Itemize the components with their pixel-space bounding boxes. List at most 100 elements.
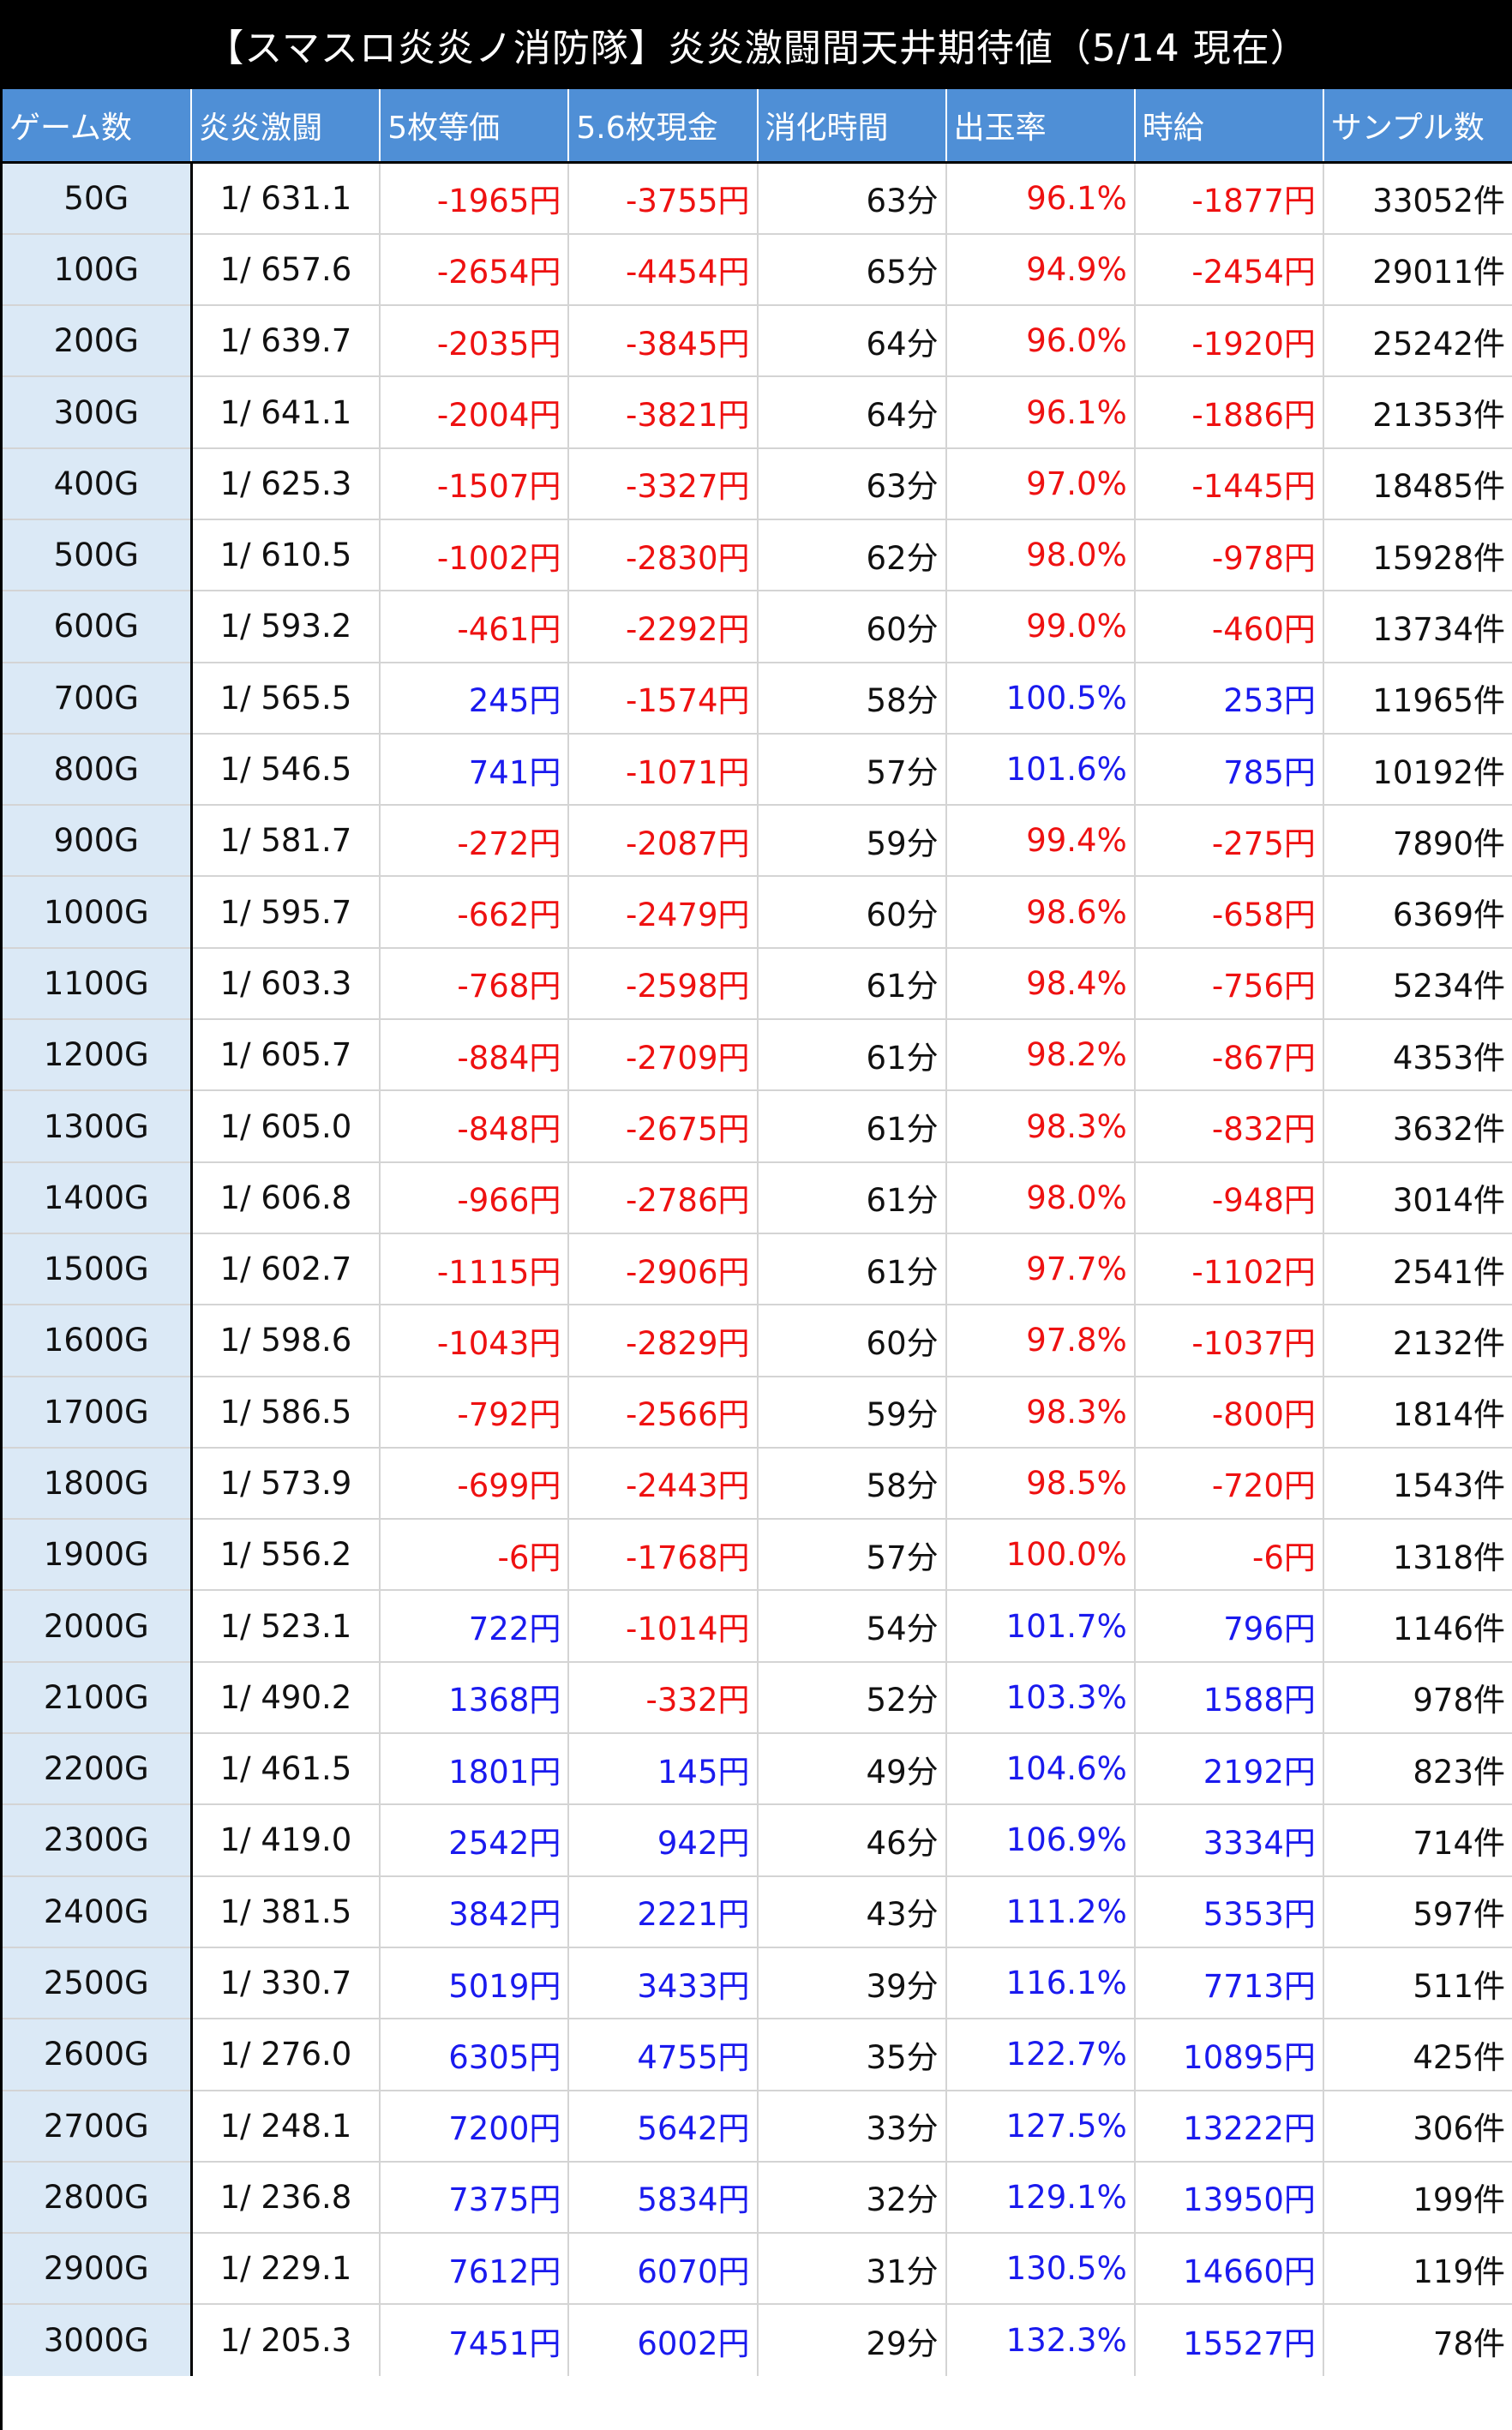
payout-rate-cell: 101.7%	[945, 1590, 1136, 1663]
sample-count-cell: 978件	[1323, 1661, 1512, 1735]
game-count-cell: 2300G	[3, 1804, 193, 1877]
5-6-coin-cash-cell: -1574円	[568, 662, 759, 735]
page-title: 【スマスロ炎炎ノ消防隊】炎炎激闘間天井期待値（5/14 現在）	[3, 0, 1512, 89]
play-time-cell: 39分	[757, 1947, 947, 2020]
header-bonus-probability: 炎炎激闘	[191, 89, 381, 164]
5-6-coin-cash-cell: 145円	[568, 1733, 759, 1806]
game-count-cell: 100G	[3, 233, 193, 307]
5-6-coin-cash-cell: -2598円	[568, 947, 759, 1021]
5-6-coin-cash-cell: -1071円	[568, 733, 759, 807]
game-count-cell: 600G	[3, 591, 193, 663]
hourly-wage-cell: -6円	[1134, 1519, 1324, 1592]
5-6-coin-cash-cell: 6070円	[568, 2233, 759, 2306]
sample-count-cell: 714件	[1323, 1804, 1512, 1877]
game-count-cell: 2400G	[3, 1875, 193, 1948]
payout-rate-cell: 106.9%	[945, 1804, 1136, 1877]
5-6-coin-cash-cell: -2786円	[568, 1161, 759, 1234]
5-coin-equal-cell: -1965円	[380, 162, 570, 235]
5-coin-equal-cell: -792円	[380, 1376, 570, 1449]
hourly-wage-cell: 1588円	[1134, 1661, 1324, 1735]
5-coin-equal-cell: -966円	[380, 1161, 570, 1234]
5-coin-equal-cell: -461円	[380, 591, 570, 663]
play-time-cell: 61分	[757, 1090, 947, 1163]
sample-count-cell: 2132件	[1323, 1305, 1512, 1377]
payout-rate-cell: 101.6%	[945, 733, 1136, 807]
play-time-cell: 64分	[757, 305, 947, 378]
hourly-wage-cell: -832円	[1134, 1090, 1324, 1163]
play-time-cell: 35分	[757, 2019, 947, 2091]
header-5-6-coin-cash: 5.6枚現金	[568, 89, 759, 164]
sample-count-cell: 10192件	[1323, 733, 1512, 807]
bonus-probability-cell: 1/ 595.7	[191, 876, 381, 949]
sample-count-cell: 1318件	[1323, 1519, 1512, 1592]
table-row: 400G 1/ 625.3 -1507円 -3327円 63分 97.0% -1445円 18…	[3, 447, 1512, 520]
table-header: ゲーム数 炎炎激闘 5枚等価 5.6枚現金 消化時間 出玉率 時給 サンプル数	[3, 89, 1512, 164]
sample-count-cell: 3014件	[1323, 1161, 1512, 1234]
game-count-cell: 300G	[3, 376, 193, 449]
5-coin-equal-cell: 6305円	[380, 2019, 570, 2091]
table-row: 2400G 1/ 381.5 3842円 2221円 43分 111.2% 5353円 597…	[3, 1875, 1512, 1948]
payout-rate-cell: 127.5%	[945, 2090, 1136, 2163]
bonus-probability-cell: 1/ 229.1	[191, 2233, 381, 2306]
payout-rate-cell: 96.1%	[945, 162, 1136, 235]
5-coin-equal-cell: -1507円	[380, 447, 570, 520]
sample-count-cell: 425件	[1323, 2019, 1512, 2091]
game-count-cell: 900G	[3, 805, 193, 878]
bonus-probability-cell: 1/ 276.0	[191, 2019, 381, 2091]
header-play-time: 消化時間	[757, 89, 947, 164]
5-coin-equal-cell: -1115円	[380, 1233, 570, 1306]
payout-rate-cell: 99.0%	[945, 591, 1136, 663]
table-row: 100G 1/ 657.6 -2654円 -4454円 65分 94.9% -2454円 29…	[3, 233, 1512, 307]
hourly-wage-cell: 13222円	[1134, 2090, 1324, 2163]
bonus-probability-cell: 1/ 605.7	[191, 1019, 381, 1092]
game-count-cell: 2200G	[3, 1733, 193, 1806]
table-row: 500G 1/ 610.5 -1002円 -2830円 62分 98.0% -978円 159…	[3, 519, 1512, 592]
table-row: 700G 1/ 565.5 245円 -1574円 58分 100.5% 253円 11965…	[3, 662, 1512, 735]
sample-count-cell: 597件	[1323, 1875, 1512, 1948]
payout-rate-cell: 98.3%	[945, 1090, 1136, 1163]
payout-rate-cell: 130.5%	[945, 2233, 1136, 2306]
hourly-wage-cell: -460円	[1134, 591, 1324, 663]
5-6-coin-cash-cell: -2830円	[568, 519, 759, 592]
5-6-coin-cash-cell: 942円	[568, 1804, 759, 1877]
table-row: 200G 1/ 639.7 -2035円 -3845円 64分 96.0% -1920円 25…	[3, 305, 1512, 378]
game-count-cell: 1800G	[3, 1447, 193, 1521]
sample-count-cell: 306件	[1323, 2090, 1512, 2163]
5-coin-equal-cell: -1002円	[380, 519, 570, 592]
sample-count-cell: 1543件	[1323, 1447, 1512, 1521]
game-count-cell: 2700G	[3, 2090, 193, 2163]
5-6-coin-cash-cell: -2087円	[568, 805, 759, 878]
5-6-coin-cash-cell: -4454円	[568, 233, 759, 307]
5-coin-equal-cell: -2004円	[380, 376, 570, 449]
hourly-wage-cell: -948円	[1134, 1161, 1324, 1234]
table-row: 2500G 1/ 330.7 5019円 3433円 39分 116.1% 7713円 511…	[3, 1947, 1512, 2020]
play-time-cell: 49分	[757, 1733, 947, 1806]
table-row: 2000G 1/ 523.1 722円 -1014円 54分 101.7% 796円 1146…	[3, 1590, 1512, 1663]
game-count-cell: 2100G	[3, 1661, 193, 1735]
5-coin-equal-cell: -2654円	[380, 233, 570, 307]
header-game-count: ゲーム数	[3, 89, 193, 164]
sample-count-cell: 18485件	[1323, 447, 1512, 520]
hourly-wage-cell: 2192円	[1134, 1733, 1324, 1806]
5-coin-equal-cell: 3842円	[380, 1875, 570, 1948]
sample-count-cell: 3632件	[1323, 1090, 1512, 1163]
game-count-cell: 2000G	[3, 1590, 193, 1663]
5-6-coin-cash-cell: -2566円	[568, 1376, 759, 1449]
play-time-cell: 63分	[757, 162, 947, 235]
sample-count-cell: 33052件	[1323, 162, 1512, 235]
bonus-probability-cell: 1/ 598.6	[191, 1305, 381, 1377]
game-count-cell: 1500G	[3, 1233, 193, 1306]
5-6-coin-cash-cell: -1768円	[568, 1519, 759, 1592]
hourly-wage-cell: -756円	[1134, 947, 1324, 1021]
payout-rate-cell: 129.1%	[945, 2161, 1136, 2235]
bonus-probability-cell: 1/ 419.0	[191, 1804, 381, 1877]
sample-count-cell: 11965件	[1323, 662, 1512, 735]
payout-rate-cell: 98.2%	[945, 1019, 1136, 1092]
5-6-coin-cash-cell: 2221円	[568, 1875, 759, 1948]
bonus-probability-cell: 1/ 565.5	[191, 662, 381, 735]
5-6-coin-cash-cell: -2292円	[568, 591, 759, 663]
bonus-probability-cell: 1/ 236.8	[191, 2161, 381, 2235]
table-row: 300G 1/ 641.1 -2004円 -3821円 64分 96.1% -1886円 21…	[3, 376, 1512, 449]
table-row: 1400G 1/ 606.8 -966円 -2786円 61分 98.0% -948円 301…	[3, 1161, 1512, 1234]
game-count-cell: 1000G	[3, 876, 193, 949]
